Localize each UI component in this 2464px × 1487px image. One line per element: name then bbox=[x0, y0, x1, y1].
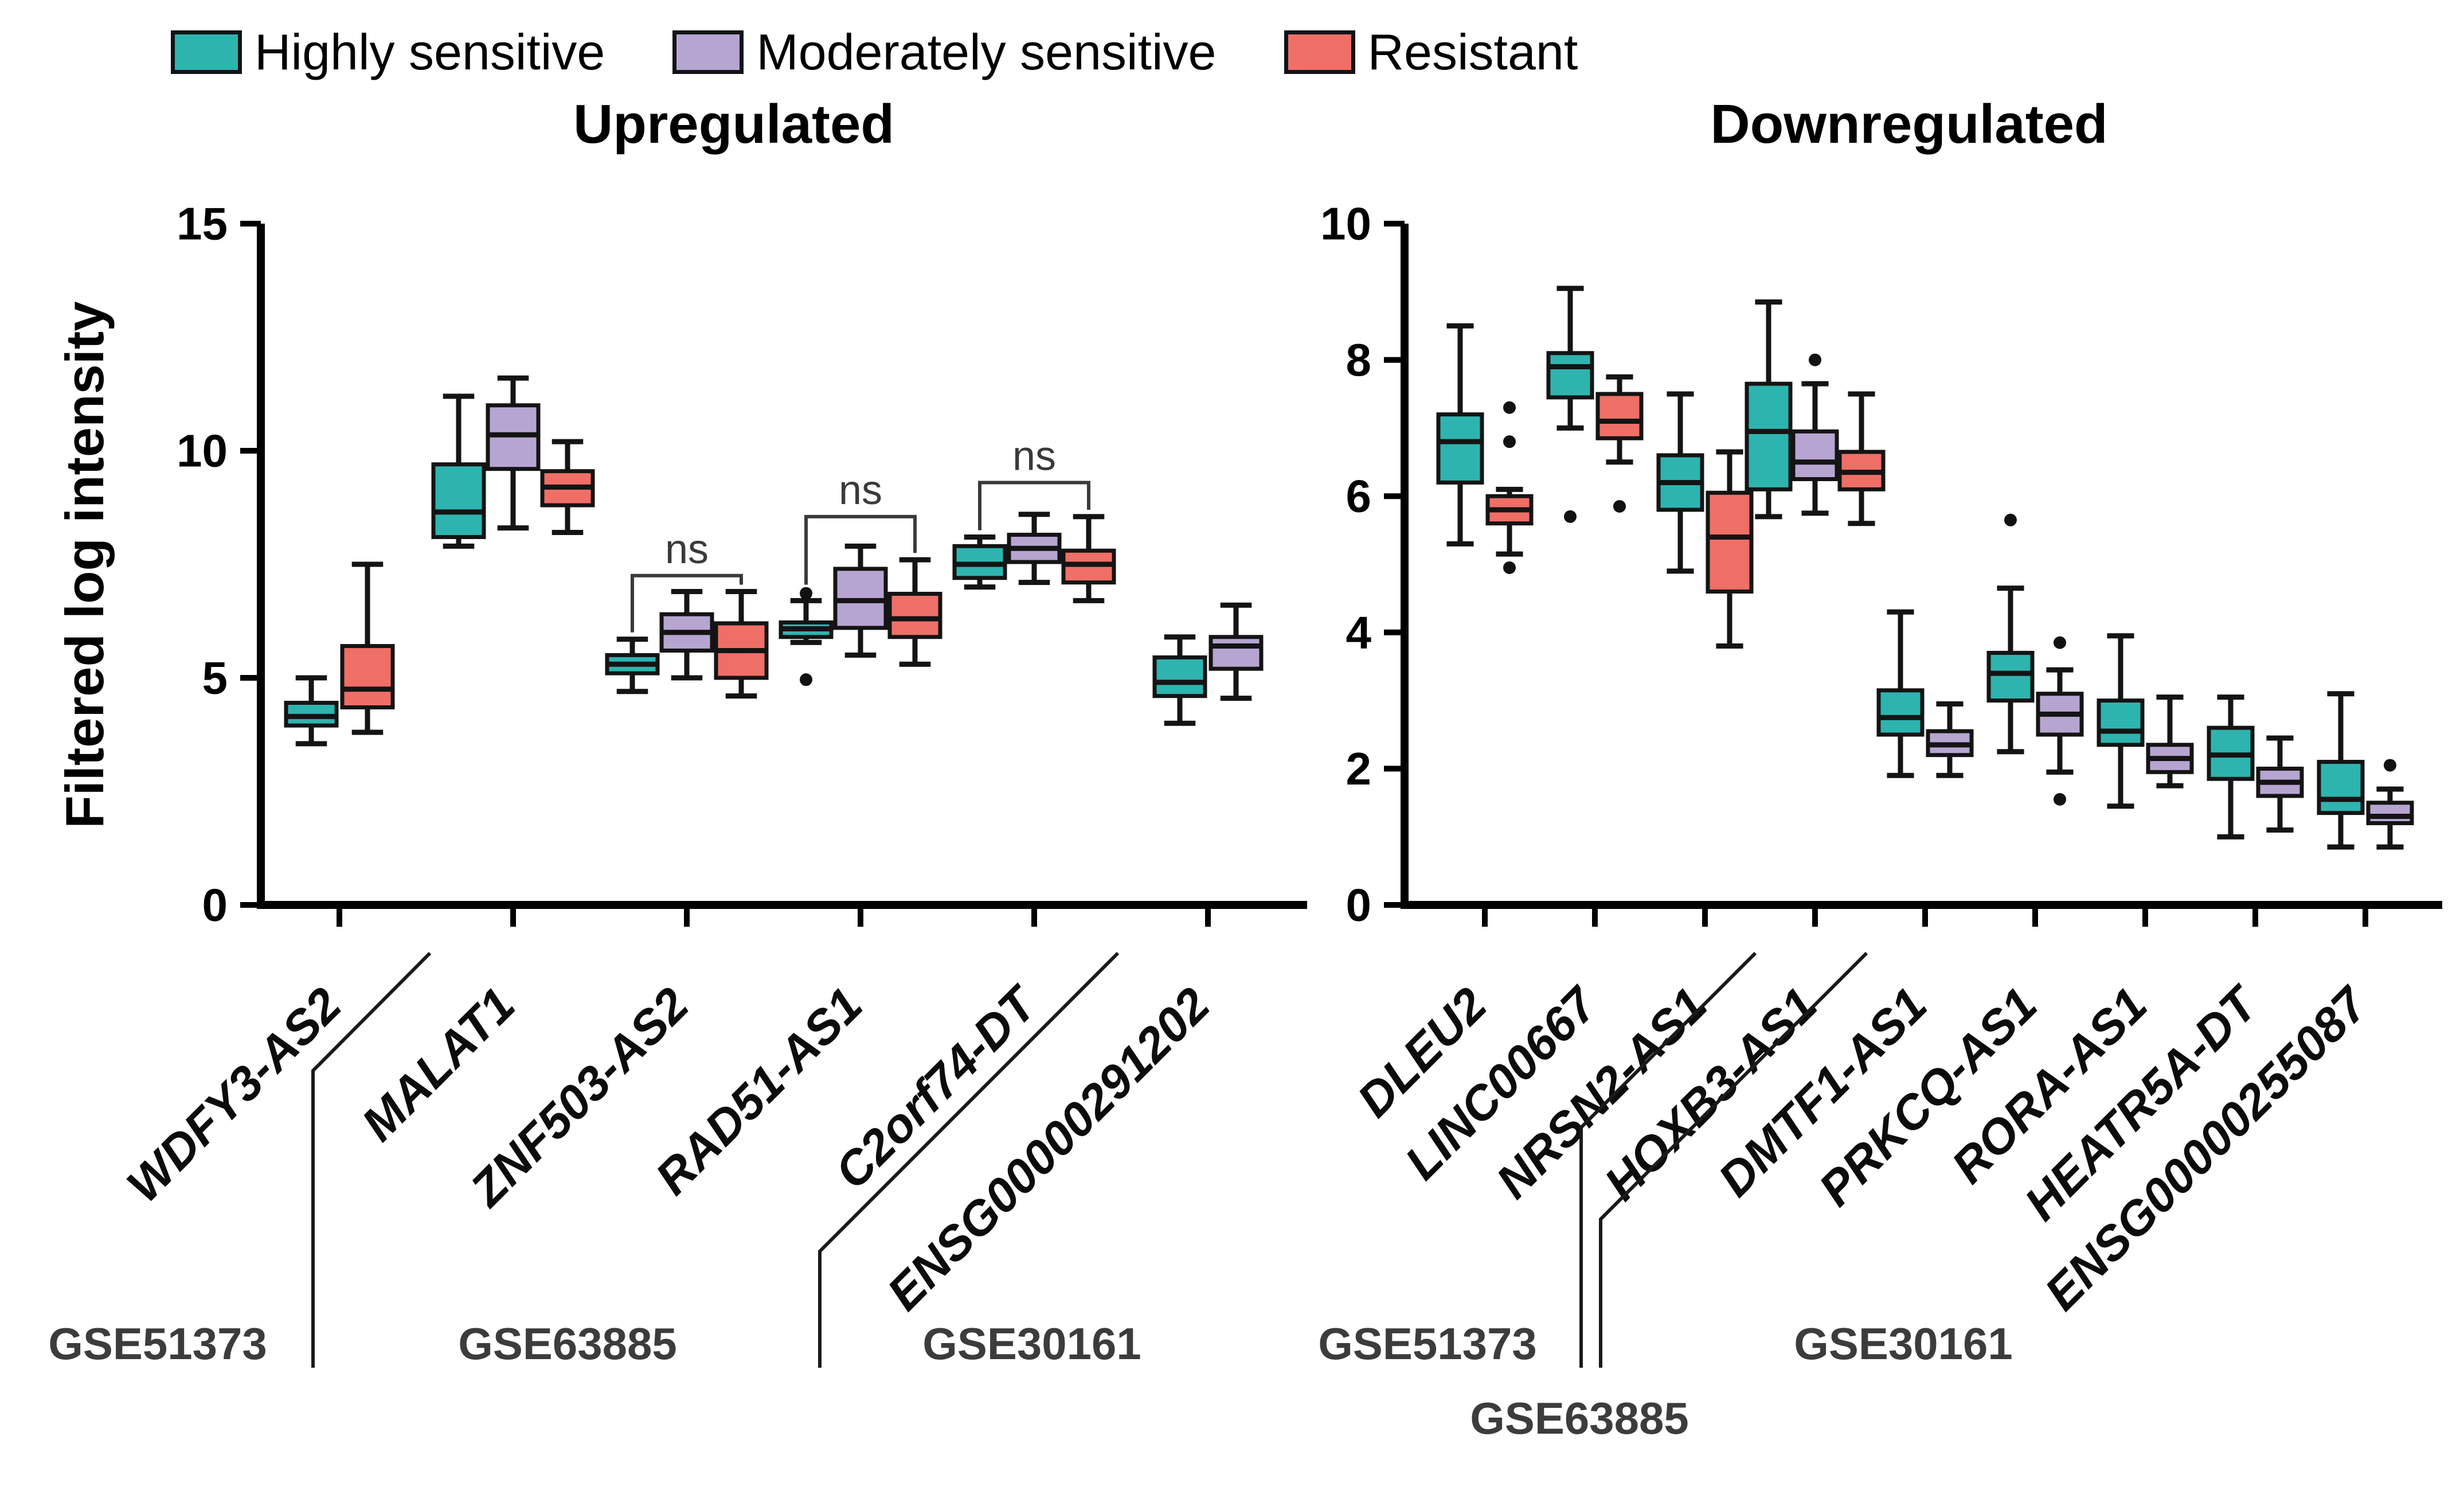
outlier-RAD51-AS1-highly_sensitive bbox=[800, 673, 812, 686]
y-tick-label: 15 bbox=[177, 198, 228, 249]
ns-bracket-ZNF503-AS2 bbox=[631, 573, 743, 633]
box-WDFY3-AS2-resistant bbox=[340, 644, 395, 709]
dataset-label-GSE30161: GSE30161 bbox=[922, 1318, 1141, 1369]
dataset-divider-0 bbox=[1579, 951, 1757, 1368]
upregulated-panel-title: Upregulated bbox=[573, 93, 895, 155]
box-NRSN2-AS1-resistant bbox=[1706, 490, 1754, 594]
downregulated-panel-title: Downregulated bbox=[1710, 93, 2108, 155]
box-HOXB3-AS1-highly_sensitive bbox=[1745, 381, 1793, 491]
dataset-divider-1 bbox=[1599, 951, 1868, 1368]
outlier-LINC00667-resistant bbox=[1613, 500, 1626, 513]
outlier-PRKCQ-AS1-highly_sensitive bbox=[2004, 513, 2017, 526]
outlier-PRKCQ-AS1-moderately_sensitive bbox=[2054, 793, 2066, 806]
outlier-HOXB3-AS1-moderately_sensitive bbox=[1809, 353, 1821, 366]
gene-label-ENSG00000291202: ENSG00000291202 bbox=[877, 977, 1220, 1320]
box-LINC00667-resistant bbox=[1595, 392, 1644, 440]
resistant-swatch-icon bbox=[1284, 30, 1355, 74]
y-tick-label: 0 bbox=[202, 880, 228, 931]
y-tick-label: 5 bbox=[202, 653, 228, 704]
gene-label-WDFY3-AS2: WDFY3-AS2 bbox=[116, 977, 351, 1212]
y-tick-label: 8 bbox=[1346, 334, 1372, 385]
outlier-PRKCQ-AS1-moderately_sensitive bbox=[2054, 636, 2066, 649]
y-tick-label: 2 bbox=[1346, 743, 1372, 794]
outlier-DLEU2-resistant bbox=[1503, 561, 1516, 574]
ns-bracket-C2orf74-DT bbox=[978, 481, 1090, 530]
y-tick-label: 10 bbox=[1320, 198, 1371, 249]
box-ENSG00000255087-moderately_sensitive bbox=[2366, 801, 2414, 825]
y-tick-label: 6 bbox=[1346, 471, 1372, 522]
box-MALAT1-highly_sensitive bbox=[431, 462, 486, 539]
box-DLEU2-highly_sensitive bbox=[1436, 412, 1484, 485]
y-tick-label: 4 bbox=[1346, 607, 1372, 658]
box-HOXB3-AS1-moderately_sensitive bbox=[1791, 429, 1839, 482]
outlier-DLEU2-resistant bbox=[1503, 401, 1516, 414]
ns-label-ZNF503-AS2: ns bbox=[665, 526, 709, 572]
box-RAD51-AS1-resistant bbox=[887, 591, 942, 639]
outlier-DLEU2-resistant bbox=[1503, 435, 1516, 448]
outlier-ENSG00000255087-moderately_sensitive bbox=[2384, 759, 2396, 772]
dataset-label-GSE30161: GSE30161 bbox=[1794, 1318, 2013, 1369]
ns-label-C2orf74-DT: ns bbox=[1012, 433, 1056, 479]
legend-label: Moderately sensitive bbox=[756, 24, 1217, 80]
ns-label-RAD51-AS1: ns bbox=[839, 467, 882, 513]
box-ENSG00000255087-highly_sensitive bbox=[2317, 760, 2365, 815]
legend: Highly sensitive Moderately sensitive Re… bbox=[171, 23, 1578, 81]
legend-item-resistant: Resistant bbox=[1284, 23, 1578, 81]
box-LINC00667-highly_sensitive bbox=[1546, 351, 1594, 400]
legend-item-moderately-sensitive: Moderately sensitive bbox=[672, 23, 1217, 81]
box-PRKCQ-AS1-highly_sensitive bbox=[1986, 650, 2035, 703]
outlier-LINC00667-highly_sensitive bbox=[1564, 510, 1577, 523]
dataset-label-GSE51373: GSE51373 bbox=[48, 1318, 267, 1369]
legend-label: Resistant bbox=[1367, 24, 1578, 80]
box-DMTF1-AS1-highly_sensitive bbox=[1876, 688, 1925, 737]
dataset-divider-0 bbox=[311, 951, 432, 1368]
moderately-sensitive-swatch-icon bbox=[672, 30, 744, 74]
box-ENSG00000291202-moderately_sensitive bbox=[1208, 635, 1264, 671]
ns-bracket-RAD51-AS1 bbox=[804, 514, 917, 585]
outlier-RAD51-AS1-highly_sensitive bbox=[800, 587, 812, 600]
highly-sensitive-swatch-icon bbox=[171, 30, 242, 74]
y-tick-label: 0 bbox=[1346, 880, 1372, 931]
dataset-label-GSE51373: GSE51373 bbox=[1318, 1318, 1537, 1369]
dataset-label-GSE63885: GSE63885 bbox=[1470, 1393, 1689, 1443]
y-tick-label: 10 bbox=[177, 426, 228, 477]
box-RORA-AS1-highly_sensitive bbox=[2097, 698, 2145, 747]
dataset-label-GSE63885: GSE63885 bbox=[458, 1318, 677, 1369]
dataset-divider-1 bbox=[818, 951, 1120, 1368]
legend-item-highly-sensitive: Highly sensitive bbox=[171, 23, 605, 81]
box-ENSG00000291202-highly_sensitive bbox=[1152, 655, 1207, 698]
panel-downregulated: 0246810DLEU2LINC00667NRSN2-AS1HOXB3-AS1D… bbox=[1318, 198, 2442, 1443]
legend-label: Highly sensitive bbox=[255, 24, 605, 80]
gene-label-MALAT1: MALAT1 bbox=[351, 977, 525, 1151]
